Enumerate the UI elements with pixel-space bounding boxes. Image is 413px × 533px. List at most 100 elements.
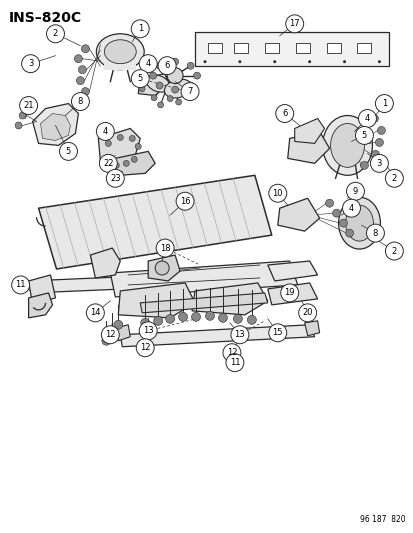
Circle shape [171, 86, 178, 93]
Circle shape [81, 45, 89, 53]
Circle shape [370, 115, 377, 123]
Text: 3: 3 [28, 59, 33, 68]
Circle shape [342, 199, 360, 217]
Circle shape [153, 316, 162, 325]
Circle shape [76, 77, 84, 85]
Ellipse shape [322, 116, 372, 175]
Circle shape [268, 184, 286, 202]
Circle shape [101, 326, 119, 344]
Polygon shape [90, 248, 120, 278]
Text: INS–820C: INS–820C [9, 11, 82, 25]
Circle shape [187, 82, 194, 89]
Circle shape [139, 55, 157, 72]
Circle shape [285, 15, 303, 33]
Polygon shape [28, 273, 217, 293]
Circle shape [19, 112, 26, 119]
Text: 4: 4 [364, 114, 369, 123]
Circle shape [107, 328, 116, 337]
Polygon shape [115, 325, 130, 341]
Circle shape [370, 155, 387, 172]
Polygon shape [277, 198, 319, 231]
Circle shape [358, 109, 375, 127]
Text: 16: 16 [179, 197, 190, 206]
Polygon shape [104, 63, 136, 70]
Circle shape [46, 25, 64, 43]
Circle shape [15, 122, 22, 129]
Circle shape [157, 102, 163, 108]
Circle shape [71, 93, 89, 110]
Circle shape [158, 56, 176, 75]
Polygon shape [28, 293, 52, 318]
Text: 9: 9 [352, 187, 357, 196]
Circle shape [268, 324, 286, 342]
Circle shape [167, 68, 183, 84]
Text: 17: 17 [289, 19, 299, 28]
Text: 4: 4 [348, 204, 353, 213]
Text: 5: 5 [137, 74, 142, 83]
Text: 18: 18 [159, 244, 170, 253]
Text: 12: 12 [226, 348, 237, 357]
Circle shape [230, 326, 248, 344]
Text: 13: 13 [234, 330, 244, 340]
Circle shape [167, 95, 173, 102]
Circle shape [307, 60, 311, 63]
Circle shape [131, 20, 149, 38]
FancyBboxPatch shape [207, 43, 221, 53]
Text: 3: 3 [376, 159, 381, 168]
Text: 1: 1 [381, 99, 386, 108]
Circle shape [377, 126, 385, 134]
Ellipse shape [96, 34, 144, 70]
Ellipse shape [104, 40, 136, 63]
Circle shape [218, 313, 227, 322]
Circle shape [275, 104, 293, 123]
Circle shape [385, 169, 402, 187]
FancyBboxPatch shape [326, 43, 340, 53]
Text: 12: 12 [140, 343, 150, 352]
Circle shape [339, 219, 347, 227]
Circle shape [155, 261, 169, 275]
Circle shape [113, 163, 119, 168]
Circle shape [74, 55, 82, 63]
Polygon shape [120, 325, 314, 347]
Polygon shape [287, 132, 329, 163]
Polygon shape [294, 118, 324, 143]
Circle shape [156, 239, 174, 257]
Text: 4: 4 [102, 127, 108, 136]
Circle shape [78, 66, 86, 74]
Ellipse shape [164, 79, 191, 98]
Circle shape [223, 344, 240, 362]
Circle shape [342, 60, 345, 63]
Text: 10: 10 [272, 189, 282, 198]
Polygon shape [28, 275, 55, 305]
Text: 2: 2 [391, 247, 396, 255]
Circle shape [375, 94, 392, 112]
Text: 22: 22 [103, 159, 113, 168]
Polygon shape [118, 283, 195, 318]
Ellipse shape [345, 205, 373, 241]
Polygon shape [140, 293, 267, 313]
FancyBboxPatch shape [295, 43, 309, 53]
Circle shape [346, 182, 363, 200]
Text: 8: 8 [78, 97, 83, 106]
Text: 96 187  820: 96 187 820 [359, 515, 404, 524]
Circle shape [298, 304, 316, 322]
Circle shape [273, 60, 275, 63]
Text: 20: 20 [301, 309, 312, 317]
Circle shape [136, 339, 154, 357]
Text: 2: 2 [53, 29, 58, 38]
Circle shape [205, 311, 214, 320]
Circle shape [150, 72, 156, 79]
Polygon shape [192, 283, 267, 315]
Circle shape [131, 156, 137, 163]
Circle shape [106, 169, 124, 187]
Circle shape [165, 314, 174, 324]
Circle shape [156, 62, 163, 69]
FancyBboxPatch shape [357, 43, 370, 53]
Text: 15: 15 [272, 328, 282, 337]
Circle shape [225, 354, 243, 372]
Circle shape [129, 135, 135, 141]
Ellipse shape [338, 197, 380, 249]
Circle shape [96, 123, 114, 140]
Ellipse shape [330, 124, 363, 167]
Circle shape [171, 58, 178, 65]
